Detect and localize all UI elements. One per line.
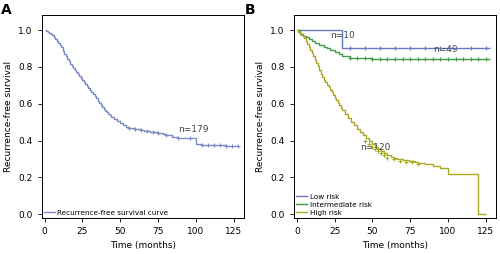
Legend: Low risk, Intermediate risk, High risk: Low risk, Intermediate risk, High risk: [296, 194, 372, 216]
Text: n=49: n=49: [433, 45, 458, 54]
Text: A: A: [1, 3, 12, 17]
Text: n=10: n=10: [330, 31, 355, 40]
Text: n=179: n=179: [178, 125, 208, 134]
Text: B: B: [245, 3, 256, 17]
Y-axis label: Recurrence-free survival: Recurrence-free survival: [256, 61, 265, 172]
Y-axis label: Recurrence-free survival: Recurrence-free survival: [4, 61, 13, 172]
Text: n=120: n=120: [360, 143, 390, 152]
Legend: Recurrence-free survival curve: Recurrence-free survival curve: [44, 210, 168, 216]
X-axis label: Time (months): Time (months): [110, 241, 176, 250]
X-axis label: Time (months): Time (months): [362, 241, 428, 250]
